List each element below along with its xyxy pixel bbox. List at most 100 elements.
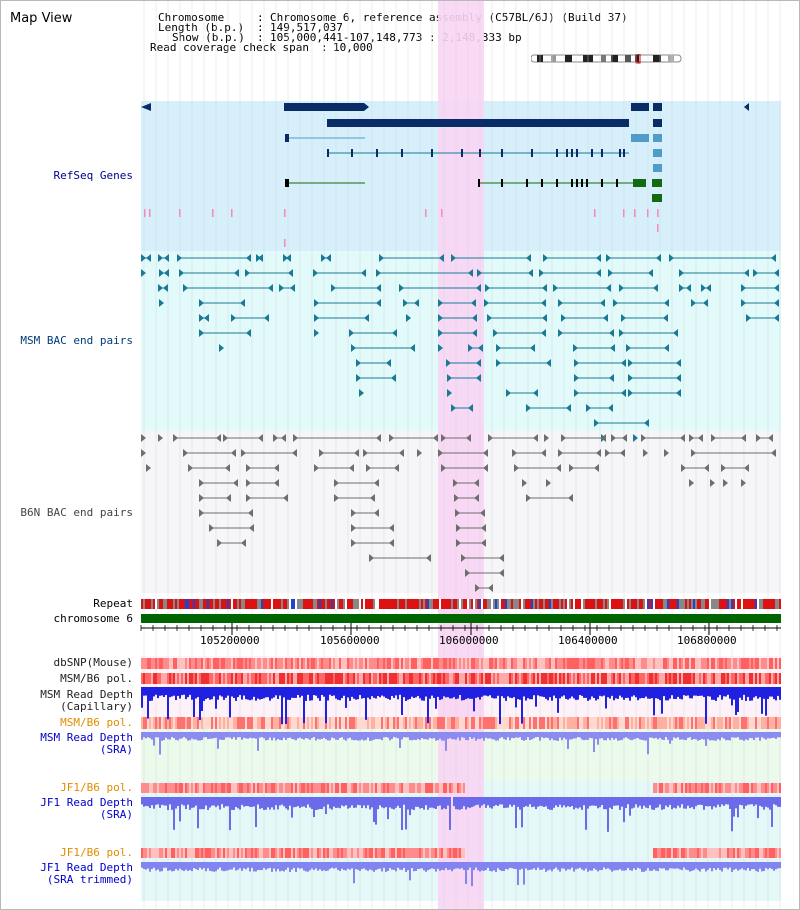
read-depth-bar <box>171 797 173 810</box>
heatmap-cell <box>159 783 161 793</box>
heatmap-cell <box>235 673 237 684</box>
read-depth-bar <box>523 687 525 697</box>
track-label-jf1-depth-trim-1[interactable]: JF1 Read Depth <box>40 861 133 874</box>
heatmap-cell <box>267 848 269 858</box>
heatmap-cell <box>221 848 223 858</box>
msm-bac-pair-end <box>528 269 533 277</box>
track-label-msm-depth-cap-1[interactable]: MSM Read Depth <box>40 688 133 701</box>
heatmap-cell <box>695 783 697 793</box>
heatmap-cell <box>715 717 717 729</box>
repeat-mark <box>293 599 295 609</box>
read-depth-bar <box>141 862 143 868</box>
heatmap-cell <box>197 848 199 858</box>
read-depth-bar <box>535 687 537 707</box>
read-depth-bar <box>597 797 599 809</box>
msm-bac-pair-end <box>774 269 779 277</box>
heatmap-cell <box>229 673 231 684</box>
repeat-mark <box>575 599 577 609</box>
read-depth-bar <box>399 862 401 870</box>
read-depth-bar <box>699 732 701 740</box>
track-label-jf1-b6-pol-2[interactable]: JF1/B6 pol. <box>60 846 133 859</box>
heatmap-cell <box>729 658 731 669</box>
heatmap-cell <box>177 783 179 793</box>
read-depth-bar <box>551 732 553 739</box>
read-depth-bar <box>367 862 369 871</box>
heatmap-cell <box>591 673 593 684</box>
track-label-repeat[interactable]: Repeat <box>93 597 133 610</box>
repeat-mark <box>689 599 691 609</box>
heatmap-cell <box>683 658 685 669</box>
read-depth-bar <box>633 732 635 740</box>
repeat-mark <box>721 599 723 609</box>
heatmap-cell <box>247 783 249 793</box>
heatmap-cell <box>147 658 149 669</box>
read-depth-bar <box>693 797 695 810</box>
b6n-bac-pair-end <box>334 494 339 502</box>
heatmap-cell <box>293 673 295 684</box>
repeat-mark <box>617 599 619 609</box>
track-label-msm-bac[interactable]: MSM BAC end pairs <box>20 334 133 347</box>
read-depth-bar <box>515 732 517 738</box>
heatmap-cell <box>547 717 549 729</box>
read-depth-bar <box>227 687 229 696</box>
heatmap-cell <box>143 673 145 684</box>
read-depth-bar <box>639 862 641 869</box>
track-label-jf1-depth-sra-1[interactable]: JF1 Read Depth <box>40 796 133 809</box>
heatmap-cell <box>643 673 645 684</box>
read-depth-bar <box>305 797 307 808</box>
heatmap-cell <box>215 717 217 729</box>
read-depth-bar <box>571 797 573 807</box>
heatmap-cell <box>561 658 563 669</box>
heatmap-cell <box>743 673 745 684</box>
read-depth-bar <box>455 797 457 810</box>
b6n-bac-end <box>522 479 527 487</box>
read-depth-bar <box>649 797 651 806</box>
heatmap-cell <box>613 673 615 684</box>
track-label-msm-b6-pol-1[interactable]: MSM/B6 pol. <box>60 672 133 685</box>
heatmap-cell <box>423 658 425 669</box>
heatmap-cell <box>149 848 151 858</box>
read-depth-bar <box>283 862 285 872</box>
heatmap-cell <box>693 673 695 684</box>
read-depth-bar <box>327 732 329 741</box>
heatmap-cell <box>777 717 779 729</box>
track-label-refseq[interactable]: RefSeq Genes <box>53 169 133 182</box>
heatmap-cell <box>423 783 425 793</box>
read-depth-bar <box>601 732 603 739</box>
heatmap-cell <box>195 848 197 858</box>
track-label-dbsnp[interactable]: dbSNP(Mouse) <box>53 656 133 669</box>
heatmap-cell <box>197 783 199 793</box>
track-label-msm-b6-pol-2[interactable]: MSM/B6 pol. <box>60 716 133 729</box>
repeat-mark <box>229 599 231 609</box>
heatmap-cell <box>721 673 723 684</box>
track-label-b6n-bac[interactable]: B6N BAC end pairs <box>20 506 133 519</box>
heatmap-cell <box>293 658 295 669</box>
repeat-mark <box>379 599 381 609</box>
heatmap-cell <box>277 848 279 858</box>
read-depth-bar <box>563 797 565 806</box>
read-depth-bar <box>729 862 731 868</box>
heatmap-cell <box>401 848 403 858</box>
heatmap-cell <box>301 783 303 793</box>
heatmap-cell <box>661 658 663 669</box>
heatmap-cell <box>145 658 147 669</box>
track-label-jf1-b6-pol-1[interactable]: JF1/B6 pol. <box>60 781 133 794</box>
read-depth-bar <box>699 687 701 696</box>
heatmap-cell <box>387 658 389 669</box>
repeat-mark <box>579 599 581 609</box>
heatmap-cell <box>203 848 205 858</box>
heatmap-cell <box>351 673 353 684</box>
heatmap-cell <box>299 717 301 729</box>
read-depth-bar <box>519 732 521 738</box>
read-depth-bar <box>259 687 261 700</box>
heatmap-cell <box>301 717 303 729</box>
read-depth-bar <box>151 732 153 740</box>
msm-bac-pair-end <box>603 314 608 322</box>
heatmap-cell <box>477 717 479 729</box>
read-depth-bar <box>495 732 497 741</box>
track-label-chromosome[interactable]: chromosome 6 <box>53 612 133 625</box>
heatmap-cell <box>635 717 637 729</box>
track-label-msm-depth-sra-1[interactable]: MSM Read Depth <box>40 731 133 744</box>
heatmap-cell <box>251 717 253 729</box>
